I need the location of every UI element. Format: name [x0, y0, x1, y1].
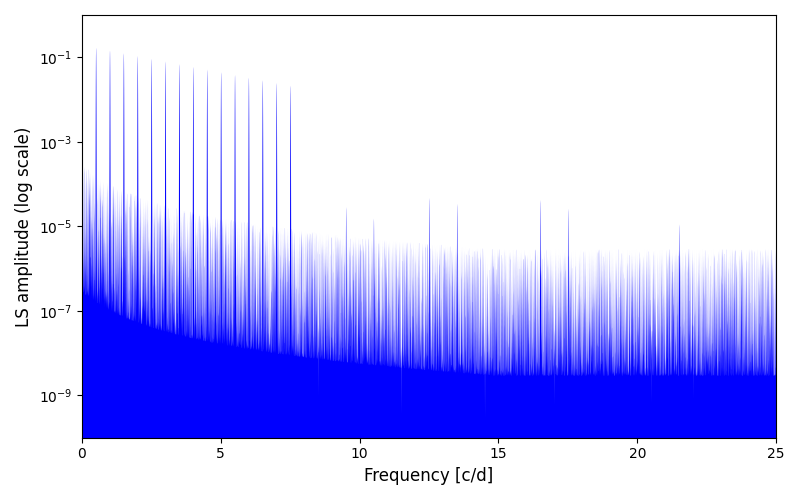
X-axis label: Frequency [c/d]: Frequency [c/d]	[364, 467, 494, 485]
Y-axis label: LS amplitude (log scale): LS amplitude (log scale)	[15, 126, 33, 326]
